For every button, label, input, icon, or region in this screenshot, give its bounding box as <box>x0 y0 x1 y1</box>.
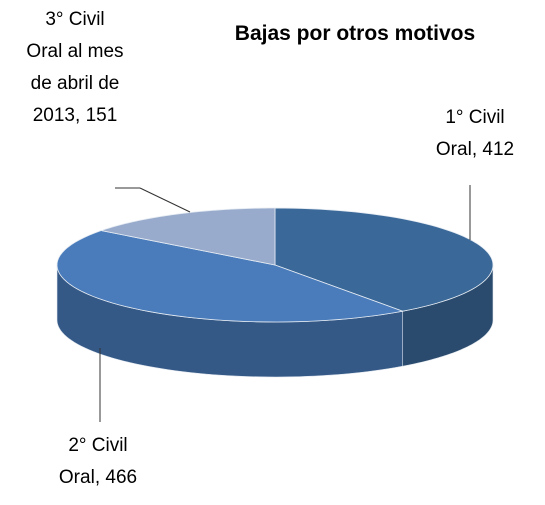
value-label: 412 <box>482 139 515 160</box>
value-label: 466 <box>105 467 138 488</box>
data-label: 1° Civil Oral, 412 <box>435 107 515 160</box>
slice <box>99 207 276 266</box>
leader-line <box>139 187 191 213</box>
value-label: 151 <box>85 105 118 126</box>
data-label: 3° Civil Oral al mes de abril de 2013, 1… <box>26 9 124 126</box>
category-label: 3° Civil Oral al mes de abril de 2013 <box>26 9 124 126</box>
category-label: 1° Civil Oral <box>435 107 505 160</box>
slice <box>274 207 494 312</box>
slice <box>56 230 405 323</box>
data-label: 2° Civil Oral, 466 <box>58 435 138 488</box>
category-label: 2° Civil Oral <box>58 435 128 488</box>
chart-title: Bajas por otros motivos <box>234 22 476 45</box>
